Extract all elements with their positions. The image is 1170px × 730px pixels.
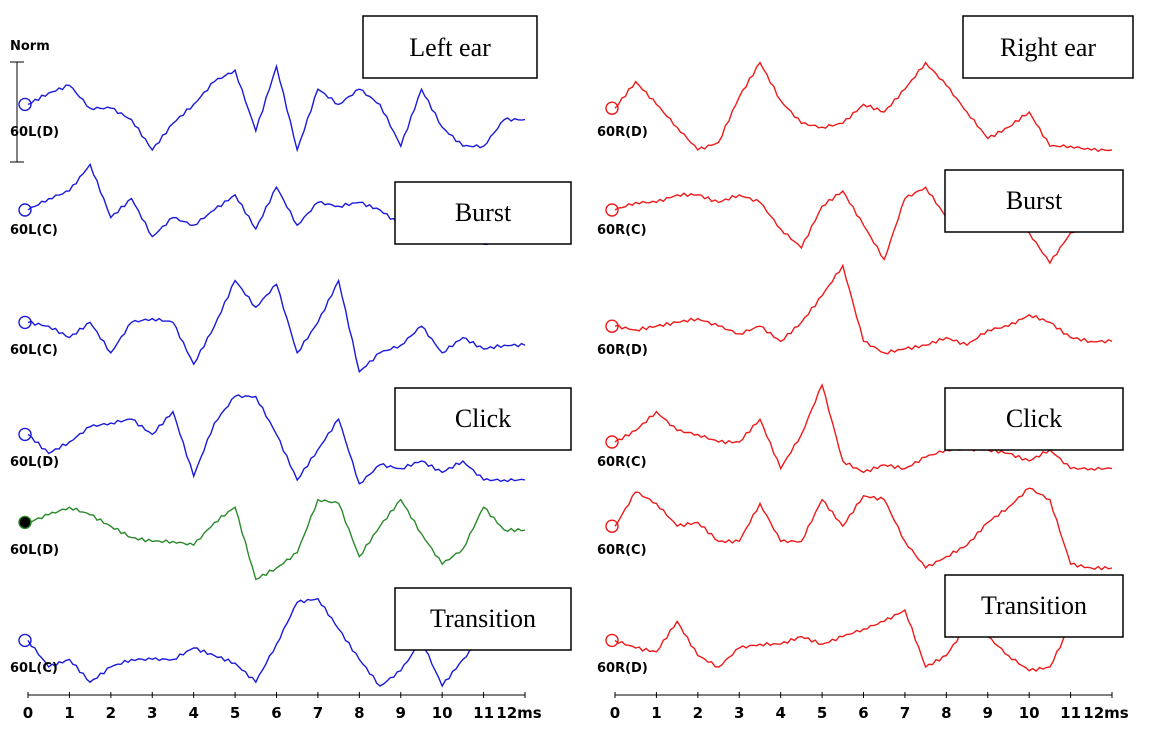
norm-label: Norm <box>10 39 50 54</box>
left-tick-label: 6 <box>271 704 281 722</box>
left-tick-label: 8 <box>354 704 364 722</box>
right-trace-2 <box>614 186 1113 265</box>
left-trace-2-label: 60L(C) <box>10 223 58 238</box>
left-ear-box: Left ear <box>362 15 538 79</box>
left-burst-box: Burst <box>394 181 572 245</box>
right-tick-label: 5 <box>817 704 827 722</box>
left-trace-3-start-marker <box>18 315 32 330</box>
left-tick-label: 10 <box>432 704 453 722</box>
left-trace-3-label: 60L(C) <box>10 343 58 358</box>
right-tick-label: 12ms <box>1083 704 1129 722</box>
left-trace-5-label: 60L(D) <box>10 543 59 558</box>
left-trace-5-start-marker <box>18 515 32 530</box>
left-tick-label: 12ms <box>496 704 542 722</box>
right-tick-label: 6 <box>858 704 868 722</box>
norm-scale-bar <box>10 61 24 163</box>
left-trace-6 <box>27 597 526 688</box>
left-trace-4 <box>27 394 526 485</box>
right-trace-5 <box>614 487 1113 571</box>
left-tick-label: 9 <box>396 704 406 722</box>
right-trace-4-label: 60R(C) <box>597 455 647 470</box>
left-tick-label: 11 <box>473 704 494 722</box>
left-tick-label: 4 <box>188 704 198 722</box>
left-ear-traces: 60L(D) 60L(C) 60L(C) 60L(D) 60L(D) 60L(C) <box>10 63 526 688</box>
left-click-box: Click <box>394 387 572 451</box>
svg-text:Right ear: Right ear <box>1000 33 1096 62</box>
left-trace-1-start-marker <box>18 97 32 112</box>
left-tick-label: 0 <box>23 704 33 722</box>
right-trace-6-label: 60R(D) <box>597 661 648 676</box>
svg-text:Burst: Burst <box>1006 186 1063 215</box>
right-trace-5-label: 60R(C) <box>597 543 647 558</box>
left-trace-6-label: 60L(C) <box>10 661 58 676</box>
svg-text:Click: Click <box>455 404 511 433</box>
right-tick-label: 10 <box>1019 704 1040 722</box>
left-trace-2-start-marker <box>18 203 32 217</box>
right-tick-label: 0 <box>610 704 620 722</box>
svg-text:Transition: Transition <box>981 591 1087 620</box>
right-trace-5-start-marker <box>605 519 619 533</box>
left-transition-box: Transition <box>394 587 572 651</box>
right-tick-label: 11 <box>1060 704 1081 722</box>
left-trace-3 <box>27 278 526 374</box>
right-tick-label: 2 <box>693 704 703 722</box>
right-trace-3 <box>614 263 1113 355</box>
right-trace-2-start-marker <box>605 203 619 217</box>
svg-text:Burst: Burst <box>455 198 512 227</box>
right-transition-box: Transition <box>944 574 1124 638</box>
right-trace-3-label: 60R(D) <box>597 343 648 358</box>
left-tick-label: 1 <box>64 704 74 722</box>
left-trace-1 <box>27 63 526 153</box>
left-trace-4-start-marker <box>18 427 32 442</box>
left-tick-label: 3 <box>147 704 157 722</box>
right-tick-label: 9 <box>983 704 993 722</box>
left-tick-label: 5 <box>230 704 240 722</box>
right-trace-2-label: 60R(C) <box>597 223 647 238</box>
right-trace-1-label: 60R(D) <box>597 125 648 140</box>
right-x-axis: 0 1 2 3 4 5 6 7 8 9 10 11 12ms <box>610 692 1129 722</box>
right-ear-traces: 60R(D) 60R(C) 60R(D) 60R(C) 60R(C) 60R(D) <box>597 61 1113 676</box>
left-trace-4-label: 60L(D) <box>10 455 59 470</box>
svg-text:Click: Click <box>1006 404 1062 433</box>
right-trace-4 <box>614 383 1113 474</box>
right-tick-label: 1 <box>651 704 661 722</box>
right-trace-1-start-marker <box>605 101 619 115</box>
svg-text:Transition: Transition <box>430 604 536 633</box>
right-tick-label: 7 <box>900 704 910 722</box>
right-click-box: Click <box>944 387 1124 451</box>
right-trace-1 <box>614 61 1113 153</box>
left-tick-label: 2 <box>106 704 116 722</box>
right-tick-label: 3 <box>734 704 744 722</box>
left-tick-label: 7 <box>313 704 323 722</box>
left-trace-1-label: 60L(D) <box>10 125 59 140</box>
right-trace-3-start-marker <box>605 319 619 333</box>
right-trace-6-start-marker <box>605 633 619 648</box>
right-burst-box: Burst <box>944 169 1124 233</box>
right-trace-4-start-marker <box>605 435 619 449</box>
left-trace-5 <box>27 498 526 581</box>
right-tick-label: 4 <box>775 704 785 722</box>
right-trace-6 <box>614 608 1113 673</box>
right-tick-label: 8 <box>941 704 951 722</box>
svg-text:Left ear: Left ear <box>409 33 491 62</box>
right-ear-box: Right ear <box>962 15 1134 79</box>
left-trace-6-start-marker <box>18 633 32 648</box>
left-x-axis: 0 1 2 3 4 5 6 7 8 9 10 11 12ms <box>23 692 542 722</box>
